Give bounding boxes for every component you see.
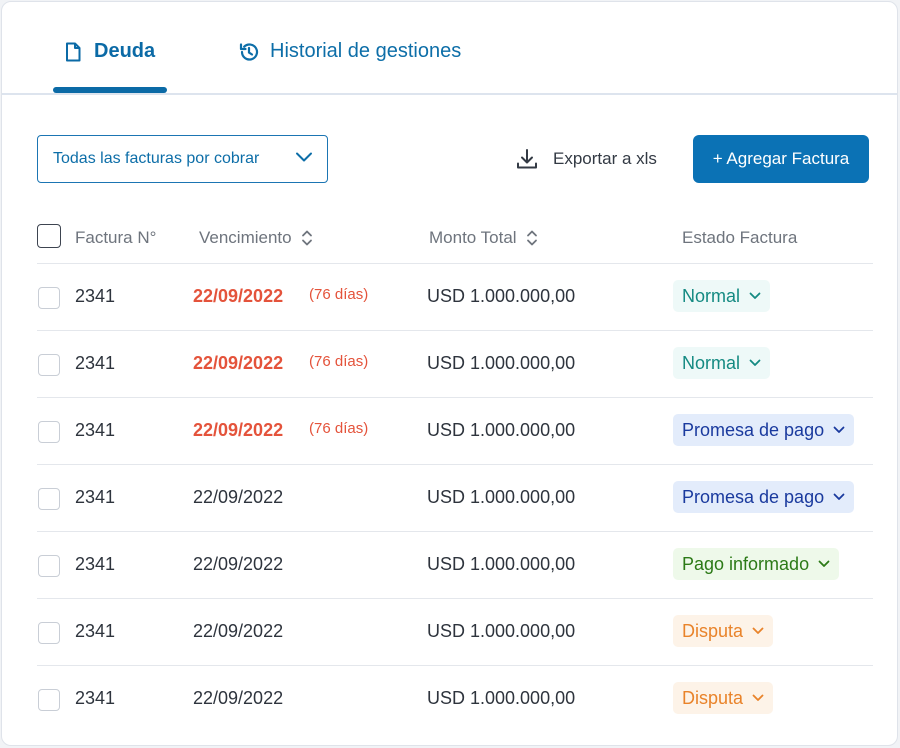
- divider: [37, 665, 873, 666]
- tab-deuda-label: Deuda: [94, 40, 156, 62]
- chevron-down-icon: [752, 694, 764, 702]
- history-icon: [238, 41, 260, 63]
- invoice-number[interactable]: 2341: [75, 286, 116, 306]
- invoice-amount: USD 1.000.000,00: [427, 420, 576, 440]
- chevron-down-icon: [752, 627, 764, 635]
- table-row: 2341 22/09/2022 (76 días) USD 1.000.000,…: [2, 398, 897, 465]
- header-vencimiento[interactable]: Vencimiento: [199, 228, 313, 248]
- document-icon: [62, 41, 84, 63]
- divider: [37, 330, 873, 331]
- divider: [37, 397, 873, 398]
- invoice-number[interactable]: 2341: [75, 688, 116, 708]
- invoice-amount: USD 1.000.000,00: [427, 554, 576, 574]
- table-row: 2341 22/09/2022 USD 1.000.000,00 Disputa: [2, 666, 897, 733]
- due-date: 22/09/2022: [193, 688, 284, 708]
- invoice-number[interactable]: 2341: [75, 554, 116, 574]
- invoice-number[interactable]: 2341: [75, 621, 116, 641]
- tab-historial[interactable]: Historial de gestiones: [238, 40, 461, 63]
- status-dropdown[interactable]: Promesa de pago: [673, 481, 855, 513]
- row-checkbox[interactable]: [38, 287, 60, 309]
- invoice-amount: USD 1.000.000,00: [427, 688, 576, 708]
- divider: [37, 598, 873, 599]
- status-label: Disputa: [682, 687, 744, 708]
- status-label: Promesa de pago: [682, 419, 825, 440]
- invoice-amount: USD 1.000.000,00: [427, 353, 576, 373]
- due-date: 22/09/2022: [193, 286, 284, 306]
- header-estado-label: Estado Factura: [682, 228, 798, 247]
- due-date: 22/09/2022: [193, 353, 284, 373]
- tab-historial-label: Historial de gestiones: [270, 40, 462, 62]
- invoice-number[interactable]: 2341: [75, 487, 116, 507]
- header-factura: Factura N°: [75, 228, 156, 248]
- status-dropdown[interactable]: Disputa: [673, 682, 774, 714]
- table-row: 2341 22/09/2022 (76 días) USD 1.000.000,…: [2, 331, 897, 398]
- row-checkbox[interactable]: [38, 421, 60, 443]
- chevron-down-icon: [833, 426, 845, 434]
- chevron-down-icon: [749, 292, 761, 300]
- overdue-days: (76 días): [309, 286, 369, 303]
- status-dropdown[interactable]: Promesa de pago: [673, 414, 855, 446]
- due-date: 22/09/2022: [193, 487, 284, 507]
- due-date: 22/09/2022: [193, 420, 284, 440]
- select-all-checkbox[interactable]: [37, 224, 61, 248]
- invoice-number[interactable]: 2341: [75, 353, 116, 373]
- invoice-filter-select[interactable]: Todas las facturas por cobrar: [37, 135, 328, 183]
- overdue-days: (76 días): [309, 420, 369, 437]
- add-invoice-button[interactable]: + Agregar Factura: [693, 135, 869, 183]
- table-row: 2341 22/09/2022 USD 1.000.000,00 Disputa: [2, 599, 897, 666]
- tab-deuda[interactable]: Deuda: [62, 40, 155, 63]
- header-factura-label: Factura N°: [75, 228, 157, 247]
- chevron-down-icon: [749, 359, 761, 367]
- row-checkbox[interactable]: [38, 689, 60, 711]
- table-row: 2341 22/09/2022 USD 1.000.000,00 Pago in…: [2, 532, 897, 599]
- overdue-days: (76 días): [309, 353, 369, 370]
- export-xls-label: Exportar a xls: [553, 149, 657, 168]
- table-row: 2341 22/09/2022 (76 días) USD 1.000.000,…: [2, 264, 897, 331]
- chevron-down-icon: [818, 560, 830, 568]
- sort-icon[interactable]: [301, 229, 313, 247]
- status-label: Disputa: [682, 620, 744, 641]
- header-monto[interactable]: Monto Total: [429, 228, 538, 248]
- table-row: 2341 22/09/2022 USD 1.000.000,00 Promesa…: [2, 465, 897, 532]
- status-label: Normal: [682, 285, 741, 306]
- header-estado: Estado Factura: [682, 228, 797, 248]
- sort-icon[interactable]: [526, 229, 538, 247]
- download-icon: [515, 147, 539, 171]
- invoice-filter-value: Todas las facturas por cobrar: [53, 150, 260, 167]
- row-checkbox[interactable]: [38, 555, 60, 577]
- row-checkbox[interactable]: [38, 488, 60, 510]
- tab-bar: Deuda Historial de gestiones: [2, 2, 897, 95]
- status-label: Normal: [682, 352, 741, 373]
- invoice-number[interactable]: 2341: [75, 420, 116, 440]
- header-monto-label: Monto Total: [429, 228, 517, 247]
- divider: [37, 464, 873, 465]
- chevron-down-icon: [833, 493, 845, 501]
- row-checkbox[interactable]: [38, 354, 60, 376]
- due-date: 22/09/2022: [193, 621, 284, 641]
- status-dropdown[interactable]: Disputa: [673, 615, 774, 647]
- export-xls-button[interactable]: Exportar a xls: [515, 147, 657, 171]
- status-dropdown[interactable]: Normal: [673, 280, 771, 312]
- chevron-down-icon: [295, 150, 313, 168]
- row-checkbox[interactable]: [38, 622, 60, 644]
- status-label: Pago informado: [682, 553, 810, 574]
- due-date: 22/09/2022: [193, 554, 284, 574]
- status-dropdown[interactable]: Pago informado: [673, 548, 840, 580]
- table-header: Factura N° Vencimiento Monto Total Estad…: [2, 214, 897, 264]
- divider: [37, 531, 873, 532]
- invoice-amount: USD 1.000.000,00: [427, 487, 576, 507]
- active-tab-indicator: [53, 87, 167, 93]
- status-label: Promesa de pago: [682, 486, 825, 507]
- header-vencimiento-label: Vencimiento: [199, 228, 292, 247]
- invoice-amount: USD 1.000.000,00: [427, 621, 576, 641]
- divider: [37, 263, 873, 264]
- invoice-amount: USD 1.000.000,00: [427, 286, 576, 306]
- status-dropdown[interactable]: Normal: [673, 347, 771, 379]
